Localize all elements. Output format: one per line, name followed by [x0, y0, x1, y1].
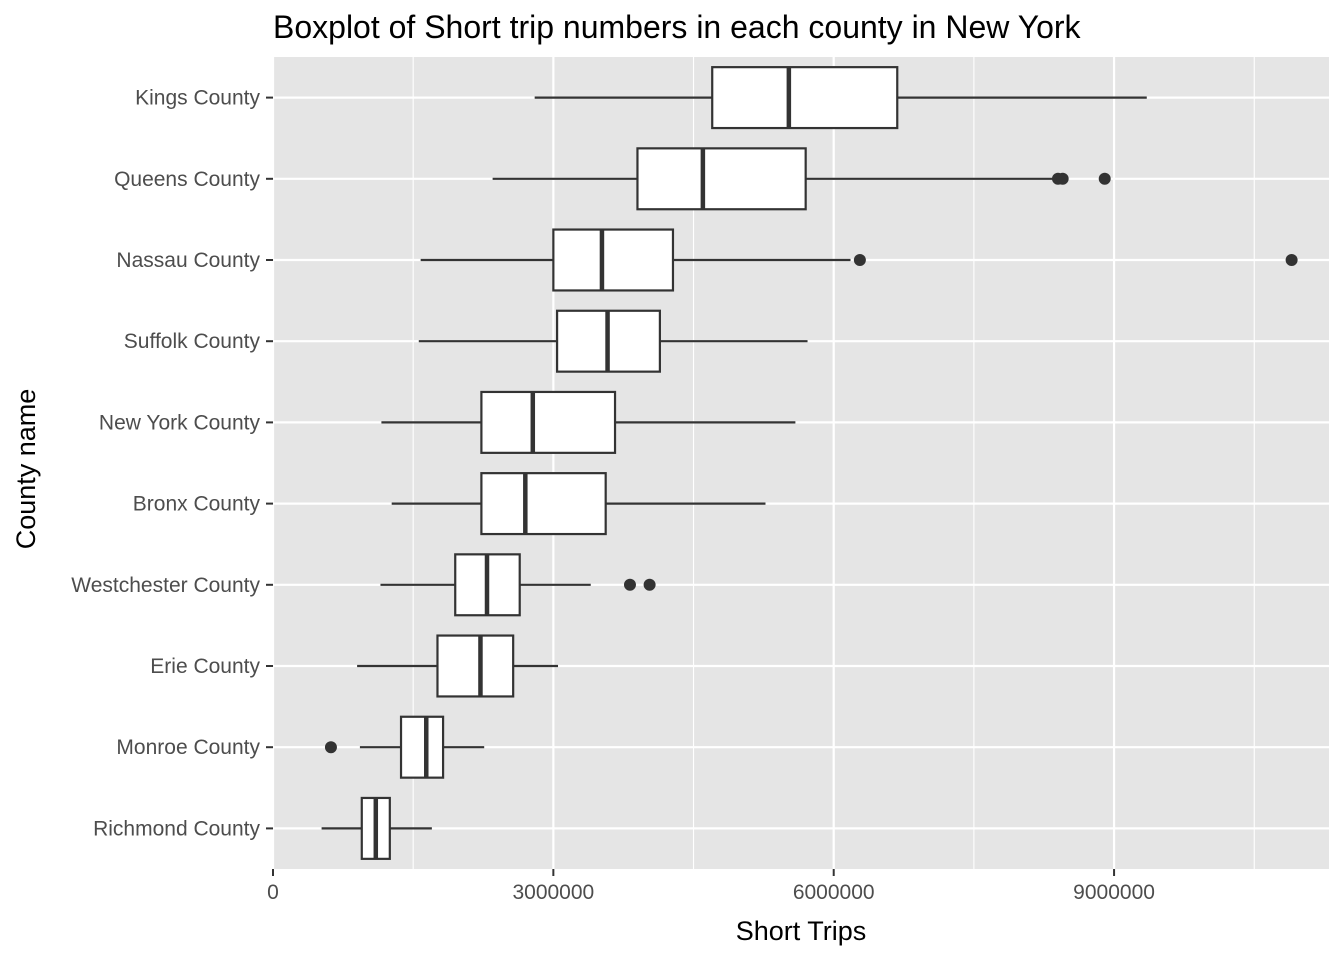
- iqr-box: [436, 634, 515, 698]
- box-suffolk-county: [418, 309, 808, 373]
- iqr-box: [480, 472, 607, 536]
- box-queens-county: [492, 147, 1111, 211]
- y-tick-label: Bronx County: [133, 493, 261, 516]
- y-axis-title: County name: [11, 389, 41, 550]
- outlier-point: [1098, 172, 1111, 185]
- y-tick-label: Monroe County: [116, 736, 260, 759]
- iqr-box: [399, 715, 445, 779]
- box-erie-county: [357, 634, 559, 698]
- box-nassau-county: [420, 228, 1298, 292]
- box-kings-county: [534, 66, 1147, 130]
- x-tick-label: 9000000: [1073, 881, 1155, 904]
- box-richmond-county: [321, 796, 432, 860]
- iqr-box: [480, 390, 617, 454]
- box-bronx-county: [391, 472, 766, 536]
- plot-panel: [271, 57, 1329, 869]
- y-tick-label: New York County: [99, 411, 261, 434]
- box-westchester-county: [380, 553, 656, 617]
- x-axis: 0 3000000 6000000 9000000: [267, 869, 1155, 904]
- outlier-point: [1285, 254, 1298, 266]
- outlier-point: [643, 578, 656, 591]
- outlier-point: [1056, 172, 1069, 185]
- y-tick-label: Westchester County: [71, 574, 260, 597]
- y-tick-label: Nassau County: [116, 249, 260, 272]
- outlier-point: [324, 741, 337, 754]
- y-axis: Kings County Queens County Nassau County Su…: [71, 87, 273, 840]
- y-tick-label: Suffolk County: [124, 330, 261, 353]
- x-tick-label: 0: [267, 881, 279, 904]
- box-new-york-county: [381, 390, 796, 454]
- y-tick-label: Queens County: [114, 168, 260, 191]
- chart-title: Boxplot of Short trip numbers in each co…: [273, 9, 1082, 45]
- y-tick-label: Richmond County: [93, 817, 260, 840]
- x-tick-label: 3000000: [512, 881, 594, 904]
- x-axis-title: Short Trips: [736, 916, 867, 946]
- y-tick-label: Erie County: [150, 655, 260, 678]
- x-tick-label: 6000000: [793, 881, 875, 904]
- iqr-box: [552, 228, 675, 292]
- iqr-box: [711, 66, 899, 130]
- y-tick-label: Kings County: [135, 87, 260, 110]
- outlier-point: [623, 578, 636, 591]
- box-monroe-county: [324, 715, 485, 779]
- iqr-box: [636, 147, 807, 211]
- outlier-point: [853, 254, 866, 266]
